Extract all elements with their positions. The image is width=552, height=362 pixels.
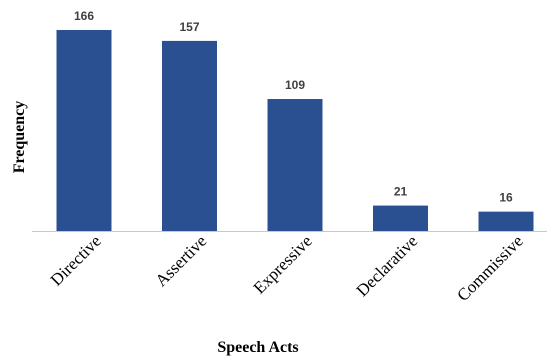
x-tick-label-expressive: Expressive <box>250 231 316 297</box>
x-tick-label-group: Directive Assertive Expressive Declarative C… <box>47 231 527 305</box>
value-label-directive: 166 <box>74 9 94 23</box>
x-tick-label-declarative: Declarative <box>352 231 421 300</box>
x-axis-title: Speech Acts <box>217 339 298 356</box>
bar-commissive <box>478 211 534 231</box>
bar-assertive <box>162 40 217 232</box>
x-tick-label-assertive: Assertive <box>151 231 210 290</box>
value-label-expressive: 109 <box>285 78 305 92</box>
y-axis-title: Frequency <box>11 101 28 174</box>
x-tick-label-commissive: Commissive <box>453 231 527 305</box>
bar-directive <box>56 30 112 231</box>
bar-expressive <box>267 99 323 232</box>
bar-group <box>56 30 534 232</box>
value-label-commissive: 16 <box>499 191 513 205</box>
value-label-assertive: 157 <box>179 20 199 34</box>
bar-declarative <box>373 205 428 231</box>
value-label-declarative: 21 <box>394 185 408 199</box>
value-label-group: 166 157 109 21 16 <box>74 9 513 205</box>
x-tick-label-directive: Directive <box>47 231 105 289</box>
